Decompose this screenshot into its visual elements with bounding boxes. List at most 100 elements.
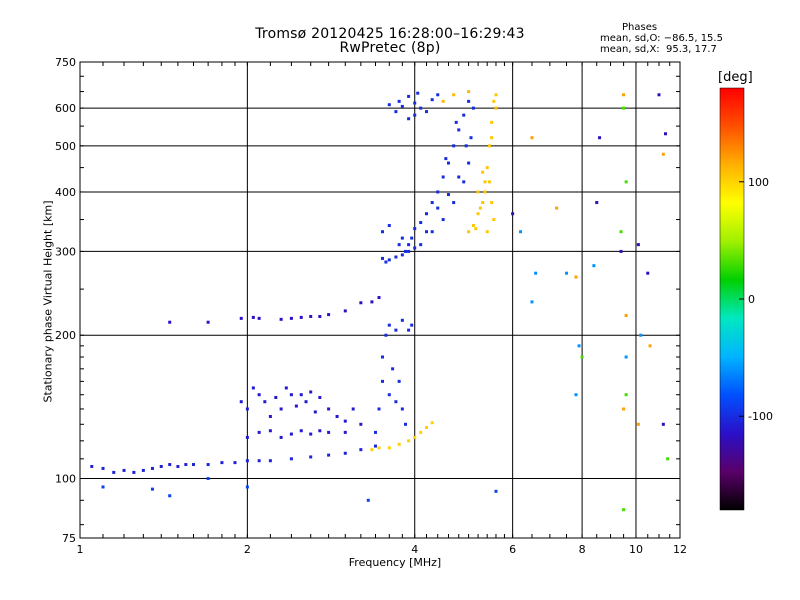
data-point <box>464 144 468 148</box>
data-point <box>419 430 423 434</box>
data-point <box>407 243 411 247</box>
data-point <box>279 407 283 411</box>
data-point <box>309 390 313 394</box>
data-point <box>327 313 331 317</box>
data-point <box>619 249 623 253</box>
data-point <box>624 314 628 318</box>
data-point <box>168 320 172 324</box>
data-point <box>289 432 293 436</box>
data-point <box>384 333 388 337</box>
data-point <box>490 136 494 140</box>
chart-title: Tromsø 20120425 16:28:00–16:29:43 <box>255 26 525 42</box>
data-point <box>592 264 596 268</box>
data-point <box>661 422 665 426</box>
data-point <box>359 448 363 452</box>
data-point <box>661 152 665 156</box>
data-point <box>476 190 480 194</box>
data-point <box>335 414 339 418</box>
data-point <box>294 404 298 408</box>
x-tick-label: 2 <box>244 543 251 556</box>
colorbar: 100 0 -100 <box>719 87 773 511</box>
data-point <box>452 201 456 205</box>
data-point <box>251 386 255 390</box>
data-point <box>404 422 408 426</box>
data-point <box>407 439 411 443</box>
x-tick-label: 1 <box>77 543 84 556</box>
data-point <box>359 301 363 305</box>
data-point <box>387 446 391 450</box>
data-point <box>206 477 210 481</box>
data-point <box>425 110 429 114</box>
phase-stats-x-mode: mean, sd,X: 95.3, 17.7 <box>600 44 717 55</box>
data-point <box>101 485 105 489</box>
data-point <box>366 498 370 502</box>
data-point <box>394 400 398 404</box>
data-point <box>511 212 515 216</box>
colorbar-tick-label: -100 <box>748 410 773 423</box>
data-point <box>471 224 475 228</box>
data-point <box>494 489 498 493</box>
data-point <box>150 466 154 470</box>
data-point <box>313 410 317 414</box>
data-point <box>387 258 391 262</box>
data-point <box>407 94 411 98</box>
data-point <box>377 446 381 450</box>
data-point <box>304 400 308 404</box>
data-point <box>245 459 249 463</box>
phase-stats-o-mode: mean, sd,O: −86.5, 15.5 <box>600 33 723 44</box>
data-point <box>327 430 331 434</box>
data-point <box>413 246 417 250</box>
data-point <box>598 136 602 140</box>
data-point <box>624 180 628 184</box>
data-point <box>410 236 414 240</box>
data-point <box>413 113 417 117</box>
data-point <box>318 314 322 318</box>
data-point <box>492 99 496 103</box>
colorbar-tick-label: 100 <box>748 176 769 189</box>
data-point <box>622 407 626 411</box>
data-point <box>574 275 578 279</box>
data-point <box>251 315 255 319</box>
data-point <box>380 256 384 260</box>
data-point <box>436 93 440 97</box>
data-point <box>318 429 322 433</box>
data-point <box>454 120 458 124</box>
data-point <box>343 419 347 423</box>
data-point <box>407 249 411 253</box>
data-point <box>416 91 420 95</box>
data-point <box>462 113 466 117</box>
data-point <box>648 344 652 348</box>
data-point <box>410 323 414 327</box>
data-point <box>257 393 261 397</box>
data-point <box>220 461 224 465</box>
data-point <box>387 103 391 107</box>
data-points <box>90 90 670 512</box>
data-point <box>377 296 381 300</box>
data-point <box>176 464 180 468</box>
data-point <box>483 180 487 184</box>
data-point <box>268 414 272 418</box>
data-point <box>122 468 126 472</box>
data-point <box>467 161 471 165</box>
data-point <box>233 461 237 465</box>
data-point <box>343 451 347 455</box>
data-point <box>457 175 461 179</box>
data-point <box>289 457 293 461</box>
data-point <box>469 136 473 140</box>
data-point <box>150 487 154 491</box>
data-point <box>471 106 475 110</box>
data-point <box>309 314 313 318</box>
data-point <box>257 459 261 463</box>
data-point <box>430 98 434 102</box>
data-point <box>490 201 494 205</box>
colorbar-unit-label: [deg] <box>718 70 753 85</box>
data-point <box>289 393 293 397</box>
data-point <box>534 271 538 275</box>
data-point <box>279 317 283 321</box>
data-point <box>419 243 423 247</box>
data-point <box>436 190 440 194</box>
data-point <box>299 429 303 433</box>
data-point <box>646 271 650 275</box>
